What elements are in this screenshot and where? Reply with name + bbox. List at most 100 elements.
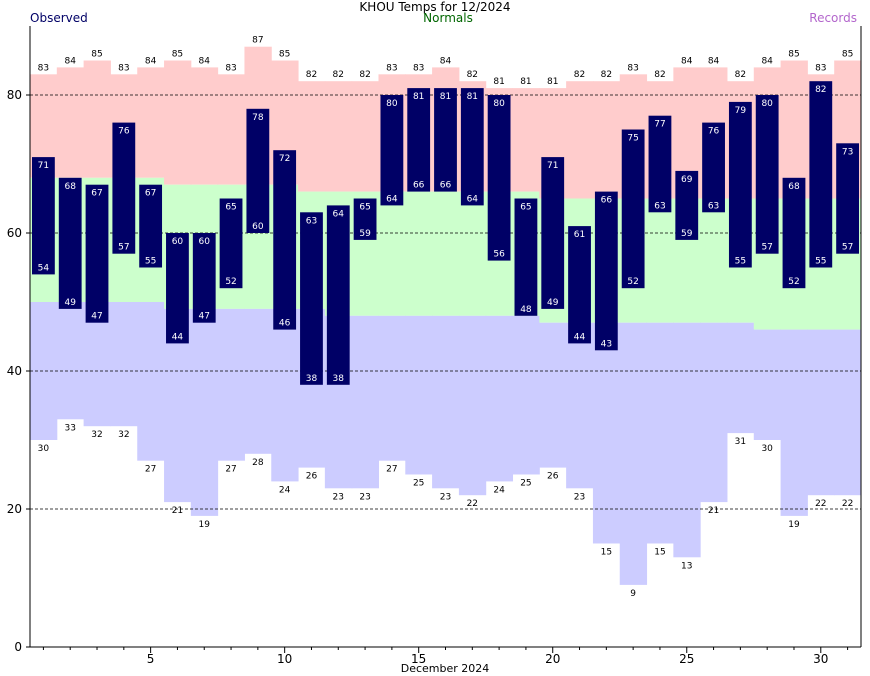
observed-high-label: 79: [735, 106, 747, 116]
observed-high-label: 64: [333, 209, 345, 219]
observed-bar: [407, 88, 431, 192]
record-high-band: [164, 60, 192, 185]
observed-bar: [782, 177, 806, 289]
observed-low-label: 47: [91, 312, 102, 322]
record-high-label: 84: [64, 56, 76, 66]
record-high-label: 82: [359, 70, 370, 80]
observed-high-label: 80: [493, 99, 505, 109]
observed-high-label: 76: [118, 127, 130, 137]
y-tick-label: 60: [7, 226, 22, 240]
record-low-label: 27: [386, 465, 397, 475]
normal-band: [700, 198, 728, 323]
observed-low-label: 56: [493, 250, 505, 260]
record-low-band: [458, 315, 487, 496]
observed-high-label: 61: [574, 230, 585, 240]
observed-high-label: 65: [359, 203, 370, 213]
record-low-band: [726, 322, 755, 434]
normal-band: [432, 191, 460, 316]
record-high-label: 82: [654, 70, 665, 80]
observed-low-label: 44: [574, 332, 586, 342]
record-low-label: 32: [91, 430, 102, 440]
record-high-band: [351, 81, 379, 192]
x-tick-label: 10: [277, 652, 292, 666]
record-low-band: [56, 302, 85, 420]
record-low-band: [110, 302, 138, 427]
observed-bar: [755, 95, 779, 254]
x-tick-label: 15: [411, 652, 426, 666]
observed-low-label: 57: [761, 243, 772, 253]
observed-bar: [139, 184, 163, 268]
record-low-label: 30: [38, 444, 50, 454]
legend-normals: Normals: [423, 11, 473, 25]
record-low-label: 28: [252, 458, 264, 468]
y-tick-label: 0: [14, 640, 22, 654]
record-high-label: 85: [788, 50, 799, 60]
observed-low-label: 55: [735, 257, 746, 267]
record-high-band: [56, 67, 85, 178]
record-low-label: 24: [279, 485, 291, 495]
observed-bar: [219, 198, 243, 289]
legend-observed: Observed: [30, 11, 88, 25]
observed-low-label: 66: [413, 181, 425, 191]
record-low-label: 33: [64, 423, 75, 433]
observed-low-label: 38: [306, 374, 318, 384]
observed-bar: [809, 81, 833, 268]
y-tick-label: 80: [7, 88, 22, 102]
record-low-label: 21: [172, 506, 183, 516]
value-labels: 83 30 71 54 84 33 68 49 85 32 67 47 83 32 76 57 84 27 67 55…: [38, 36, 854, 599]
observed-low-label: 55: [815, 257, 826, 267]
record-high-band: [512, 88, 540, 192]
record-high-band: [83, 60, 111, 178]
observed-bar: [166, 233, 189, 344]
record-low-label: 26: [547, 472, 559, 482]
record-high-label: 84: [199, 56, 211, 66]
observed-high-label: 63: [306, 216, 317, 226]
record-high-label: 84: [681, 56, 693, 66]
record-low-label: 22: [842, 499, 853, 509]
record-high-label: 82: [333, 70, 344, 80]
record-low-band: [351, 315, 379, 489]
record-high-label: 82: [306, 70, 317, 80]
observed-bar: [836, 143, 859, 254]
record-low-band: [512, 315, 540, 475]
record-high-label: 81: [493, 77, 504, 87]
observed-low-label: 52: [788, 277, 799, 287]
observed-low-label: 43: [601, 339, 612, 349]
observed-bar: [246, 108, 270, 233]
observed-bar: [487, 95, 511, 261]
record-high-label: 83: [225, 63, 236, 73]
record-low-label: 22: [467, 499, 478, 509]
record-high-label: 84: [761, 56, 773, 66]
observed-low-label: 49: [547, 298, 559, 308]
y-tick-label: 20: [7, 502, 22, 516]
record-low-label: 27: [225, 465, 236, 475]
record-high-band: [780, 60, 808, 199]
record-low-label: 24: [493, 485, 505, 495]
observed-high-label: 81: [413, 92, 424, 102]
observed-high-label: 76: [708, 127, 720, 137]
record-high-label: 84: [440, 56, 452, 66]
record-high-label: 81: [547, 77, 558, 87]
observed-high-label: 73: [842, 147, 853, 157]
record-high-band: [592, 81, 621, 199]
record-low-label: 23: [574, 492, 585, 502]
observed-low-label: 55: [145, 257, 156, 267]
observed-low-label: 66: [440, 181, 452, 191]
observed-bar: [380, 95, 404, 206]
record-high-label: 84: [708, 56, 720, 66]
record-low-label: 30: [761, 444, 773, 454]
observed-bar: [112, 122, 136, 254]
observed-bar: [541, 157, 565, 309]
observed-low-label: 47: [199, 312, 210, 322]
observed-low-label: 60: [252, 222, 264, 232]
record-high-band: [217, 74, 245, 185]
record-high-label: 85: [279, 50, 290, 60]
observed-low-label: 44: [172, 332, 184, 342]
observed-high-label: 78: [252, 113, 264, 123]
record-high-label: 82: [601, 70, 612, 80]
observed-low-label: 57: [118, 243, 129, 253]
record-high-label: 83: [413, 63, 424, 73]
observed-high-label: 81: [467, 92, 478, 102]
observed-bar: [648, 115, 672, 213]
